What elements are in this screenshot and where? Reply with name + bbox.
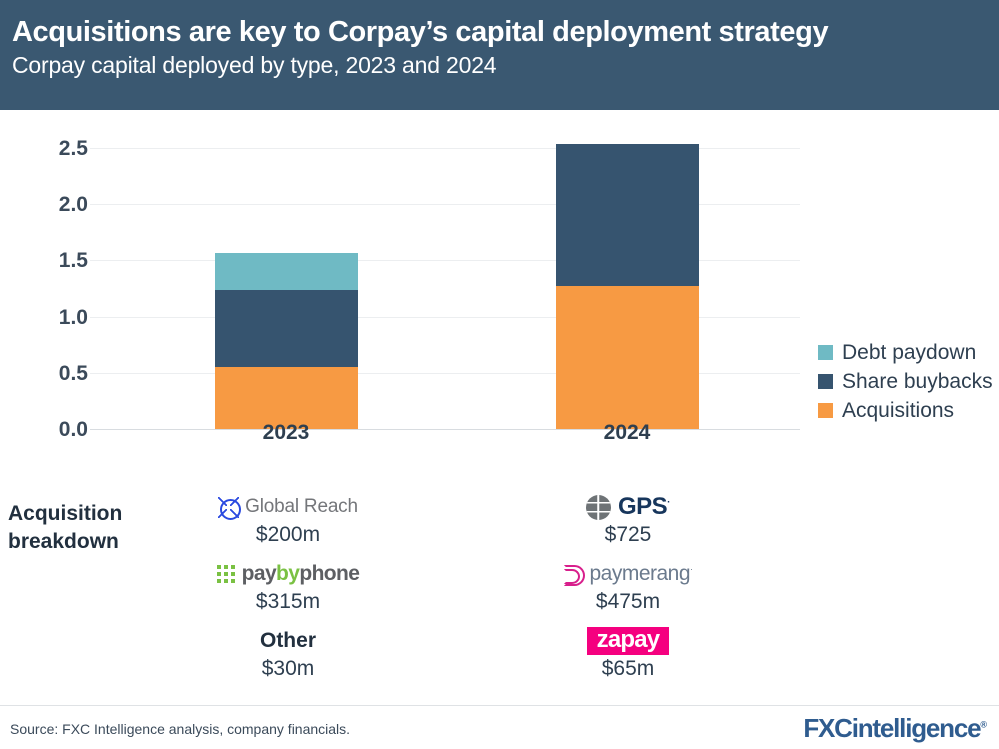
paybyphone-wordmark: paybyphone [241,562,360,585]
x-tick-label-2023: 2023 [262,421,310,444]
gps-logo: GPS· [513,493,743,520]
gps-wordmark: GPS· [617,493,671,520]
fxc-intelligence-logo: FXCintelligence® [803,713,987,743]
y-tick-label: 2.0 [58,193,88,217]
global-reach-wordmark: Global Reach [245,496,358,517]
legend-swatch-icon [818,345,833,360]
breakdown-title: Acquisition breakdown [8,502,123,553]
global-reach-logo: Global Reach [173,494,403,520]
breakdown-column-2024: GPS· $725 paymerang· $475m zapay $65m [513,493,743,695]
bar-segment-share-buybacks[interactable] [555,143,699,287]
bar-segment-share-buybacks[interactable] [214,289,358,368]
y-tick-label: 1.0 [58,305,88,329]
gridline [90,204,800,206]
breakdown-item: GPS· $725 [513,493,743,547]
paybyphone-logo: paybyphone [173,561,403,587]
chart-plot-region: Capital deployed ($bn) 0.00.51.01.52.02.… [0,110,999,455]
breakdown-item-value: $725 [604,523,652,546]
globe-icon [585,494,611,520]
page-title: Acquisitions are key to Corpay’s capital… [12,16,829,48]
axis-baseline [90,429,800,430]
paybyphone-dots-icon [216,565,235,583]
chart-legend: Debt paydown Share buybacks Acquisitions [818,338,993,425]
legend-label: Share buybacks [842,369,993,393]
y-axis-ticks: 0.0 0.5 1.0 1.5 2.0 2.5 [0,110,88,455]
gridline [90,148,800,149]
global-reach-mark-icon [218,496,242,520]
breakdown-item: Global Reach $200m [173,494,403,547]
breakdown-other-label: Other [259,629,316,652]
breakdown-item: paybyphone $315m [173,561,403,614]
breakdown-item-value: $475m [595,590,661,613]
legend-swatch-icon [818,374,833,389]
chart-header: Acquisitions are key to Corpay’s capital… [0,0,999,110]
gridline [90,316,800,318]
footer-divider [0,705,999,706]
paymerang-wordmark: paymerang· [589,562,693,585]
breakdown-item-value: $200m [255,523,321,546]
y-tick-label: 0.0 [58,418,88,441]
zapay-logo: zapay [513,627,743,655]
breakdown-item-name: Other [173,628,403,654]
bar-stack-2024[interactable]: 2024 [555,143,699,444]
y-tick-label: 2.5 [58,137,88,160]
bar-segment-acquisitions[interactable] [555,286,699,429]
legend-swatch-icon [818,403,833,418]
breakdown-item: paymerang· $475m [513,561,743,614]
bar-stack-2023[interactable]: 2023 [214,252,358,444]
legend-item-acquisitions[interactable]: Acquisitions [818,396,993,425]
chart-footer: Source: FXC Intelligence analysis, compa… [0,705,999,749]
gridline [90,372,800,374]
bar-segment-acquisitions[interactable] [214,367,358,429]
source-note: Source: FXC Intelligence analysis, compa… [10,721,351,737]
breakdown-column-2023: Global Reach $200m paybyphone $315m Other $30… [173,494,403,695]
paymerang-logo: paymerang· [513,561,743,587]
zapay-wordmark: zapay [586,627,670,655]
legend-item-debt-paydown[interactable]: Debt paydown [818,338,993,367]
gridline [90,260,800,262]
paymerang-boomerang-icon [563,564,586,586]
breakdown-item: Other $30m [173,628,403,681]
breakdown-item-value: $65m [601,657,655,680]
acquisition-breakdown: Acquisition breakdown Global Reach $200m p… [0,480,999,705]
x-tick-label-2024: 2024 [603,421,651,444]
y-tick-label: 0.5 [58,361,88,385]
plot-area: 2023 2024 [90,110,800,455]
legend-label: Acquisitions [842,398,955,422]
legend-label: Debt paydown [842,340,977,364]
breakdown-item-value: $30m [261,657,315,680]
breakdown-item: zapay $65m [513,627,743,681]
bar-segment-debt-paydown[interactable] [214,252,358,290]
page-subtitle: Corpay capital deployed by type, 2023 an… [12,52,497,78]
breakdown-item-value: $315m [255,590,321,613]
y-tick-label: 1.5 [58,249,88,273]
legend-item-share-buybacks[interactable]: Share buybacks [818,367,993,396]
